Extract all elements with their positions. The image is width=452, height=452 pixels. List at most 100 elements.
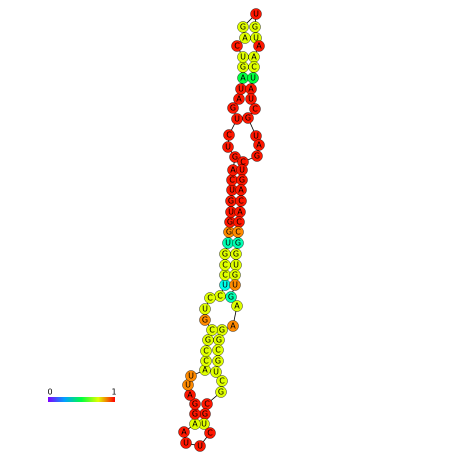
base-node: [229, 279, 241, 291]
base-letter: G: [233, 250, 239, 259]
base-letter: A: [248, 85, 254, 94]
base-node: [178, 426, 190, 438]
base-letter: A: [181, 428, 187, 437]
base-node: [212, 355, 224, 367]
base-node: [210, 366, 222, 378]
base-node: [249, 103, 261, 115]
base-letter: A: [242, 34, 248, 43]
base-letter: U: [239, 166, 245, 175]
base-letter: U: [225, 239, 231, 248]
base-letter: U: [240, 53, 246, 62]
base-letter: A: [256, 141, 262, 150]
base-letter: C: [203, 357, 209, 366]
base-node: [232, 237, 244, 249]
base-node: [227, 102, 239, 114]
base-letter: U: [213, 368, 219, 377]
base-letter: U: [202, 305, 208, 314]
base-letter: G: [232, 153, 238, 162]
base-node: [227, 320, 239, 332]
base-node: [202, 334, 214, 346]
base-letter: A: [202, 366, 208, 375]
base-letter: U: [253, 10, 259, 19]
base-letter: G: [192, 410, 198, 419]
base-node: [231, 300, 243, 312]
base-letter: G: [202, 316, 208, 325]
base-node: [199, 303, 211, 315]
base-letter: G: [222, 250, 228, 259]
base-letter: G: [219, 326, 225, 335]
base-letter: G: [192, 400, 198, 409]
base-node: [247, 72, 259, 84]
base-letter: C: [204, 400, 210, 409]
base-letter: U: [228, 208, 234, 217]
base-letter: A: [251, 53, 257, 62]
base-letter: C: [240, 158, 246, 167]
base-letter: C: [222, 261, 228, 270]
base-letter: C: [252, 105, 258, 114]
base-node: [204, 427, 216, 439]
legend-gradient: [48, 397, 115, 402]
base-letter: U: [250, 74, 256, 83]
nodes: CUCCGUGGUGUCAGUCUGAUAGUCAGUGUAACUAUCGUAG…: [178, 8, 265, 452]
base-node: [242, 112, 254, 124]
base-letter: U: [197, 442, 203, 451]
base-letter: A: [256, 42, 262, 51]
base-letter: U: [188, 372, 194, 381]
base-letter: C: [217, 292, 223, 301]
base-letter: G: [254, 152, 260, 161]
base-letter: U: [183, 439, 189, 448]
base-node: [251, 150, 263, 162]
base-letter: A: [237, 208, 243, 217]
base-letter: C: [209, 326, 215, 335]
base-node: [200, 345, 212, 357]
base-letter: U: [248, 95, 254, 104]
base-node: [185, 370, 197, 382]
base-letter: C: [235, 228, 241, 237]
base-letter: A: [240, 74, 246, 83]
base-letter: G: [205, 336, 211, 345]
base-letter: G: [218, 388, 224, 397]
base-node: [215, 386, 227, 398]
base-letter: U: [253, 34, 259, 43]
base-letter: A: [230, 166, 236, 175]
base-letter: G: [215, 357, 221, 366]
base-letter: G: [228, 197, 234, 206]
base-node: [204, 292, 216, 304]
base-letter: A: [192, 420, 198, 429]
base-node: [223, 129, 235, 141]
base-letter: U: [234, 115, 240, 124]
base-letter: A: [230, 322, 236, 331]
legend-max: 1: [111, 388, 116, 397]
base-letter: A: [238, 186, 244, 195]
base-letter: C: [236, 218, 242, 227]
base-letter: G: [202, 410, 208, 419]
base-letter: U: [253, 132, 259, 141]
base-node: [225, 291, 237, 303]
base-node: [189, 398, 201, 410]
base-letter: U: [201, 420, 207, 429]
base-letter: U: [222, 281, 228, 290]
base-letter: A: [234, 302, 240, 311]
base-letter: G: [240, 63, 246, 72]
base-letter: G: [239, 176, 245, 185]
base-letter: C: [219, 377, 225, 386]
base-node: [206, 324, 218, 336]
base-node: [253, 40, 265, 52]
base-letter: C: [234, 42, 240, 51]
base-letter: U: [229, 186, 235, 195]
base-letter: C: [215, 346, 221, 355]
base-letter: G: [245, 114, 251, 123]
base-letter: A: [236, 95, 242, 104]
base-letter: U: [232, 281, 238, 290]
base-letter: U: [238, 85, 244, 94]
base-letter: G: [228, 293, 234, 302]
legend-min: 0: [47, 388, 52, 397]
base-letter: G: [252, 23, 258, 32]
base-letter: U: [225, 143, 231, 152]
base-letter: C: [203, 347, 209, 356]
base-letter: G: [235, 239, 241, 248]
base-letter: C: [207, 294, 213, 303]
base-letter: G: [240, 23, 246, 32]
base-letter: G: [216, 336, 222, 345]
